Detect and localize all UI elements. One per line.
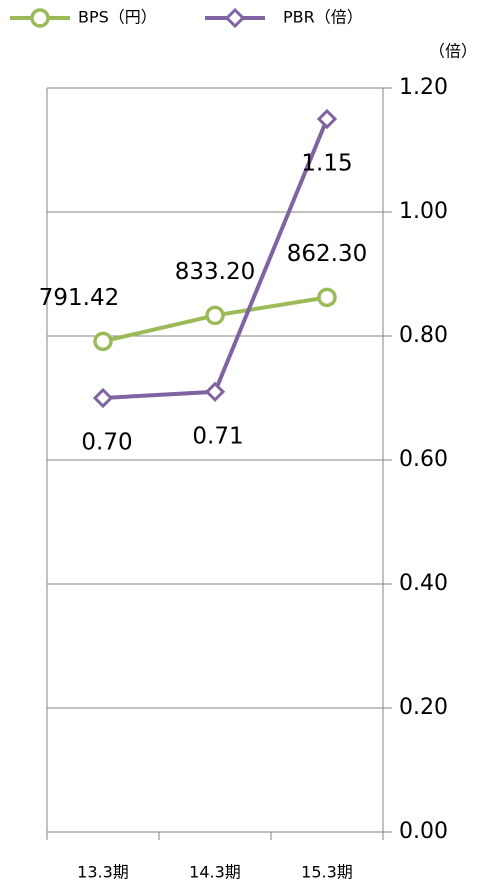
legend-label: PBR（倍）: [283, 8, 363, 27]
data-label: 1.15: [301, 151, 352, 177]
x-tick-label: 13.3期: [77, 863, 129, 882]
legend-marker: [30, 8, 50, 28]
point: [317, 287, 337, 308]
y2-tick-label: 0.20: [399, 695, 448, 720]
data-label: 0.71: [192, 423, 243, 449]
point: [204, 381, 226, 402]
y2-axis-label: （倍）: [429, 42, 477, 61]
y2-tick-label: 0.80: [399, 323, 448, 348]
data-label: 791.42: [39, 285, 119, 311]
y2-tick-label: 0.00: [399, 819, 448, 844]
y2-tick-label: 0.60: [399, 447, 448, 472]
data-label: 862.30: [287, 241, 367, 267]
x-tick-label: 14.3期: [189, 863, 241, 882]
y2-tick-label: 0.40: [399, 571, 448, 596]
data-label: 0.70: [81, 430, 132, 456]
point: [93, 331, 113, 352]
point: [205, 305, 225, 326]
legend-marker: [224, 7, 246, 29]
data-label: 833.20: [175, 259, 255, 285]
y2-tick-label: 1.20: [399, 75, 448, 100]
legend-label: BPS（円）: [78, 8, 157, 27]
y2-tick-label: 1.00: [399, 199, 448, 224]
point: [92, 387, 114, 409]
point: [316, 108, 338, 130]
x-tick-label: 15.3期: [301, 863, 353, 882]
